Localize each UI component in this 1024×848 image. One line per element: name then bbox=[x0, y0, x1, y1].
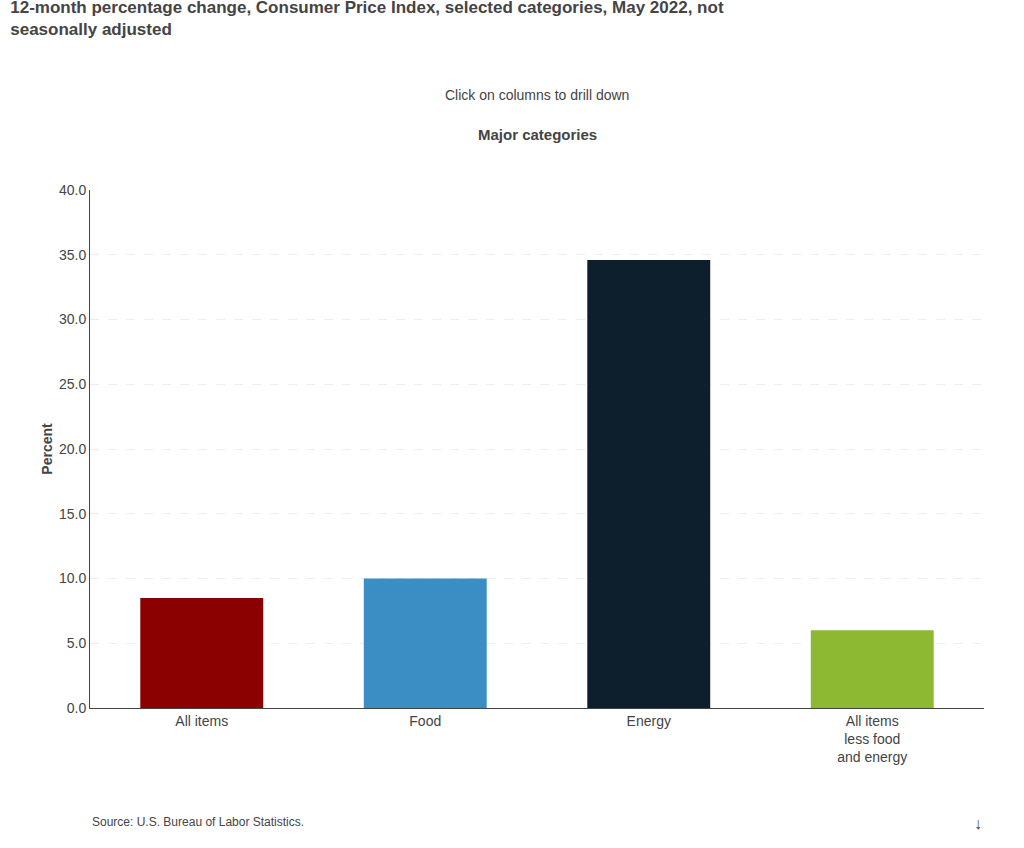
svg-text:Source: U.S. Bureau of Labor S: Source: U.S. Bureau of Labor Statistics. bbox=[92, 815, 304, 829]
svg-text:Energy: Energy bbox=[627, 713, 671, 729]
svg-text:0.0: 0.0 bbox=[67, 700, 87, 716]
svg-text:↓: ↓ bbox=[974, 815, 982, 832]
svg-text:30.0: 30.0 bbox=[59, 311, 86, 327]
svg-text:All itemsless foodand energy: All itemsless foodand energy bbox=[837, 713, 907, 765]
svg-text:Percent: Percent bbox=[39, 423, 55, 475]
svg-text:40.0: 40.0 bbox=[59, 182, 86, 198]
svg-text:Click on columns to drill down: Click on columns to drill down bbox=[445, 87, 629, 103]
svg-text:20.0: 20.0 bbox=[59, 441, 86, 457]
svg-text:35.0: 35.0 bbox=[59, 247, 86, 263]
svg-text:5.0: 5.0 bbox=[67, 635, 87, 651]
svg-text:15.0: 15.0 bbox=[59, 506, 86, 522]
svg-text:25.0: 25.0 bbox=[59, 376, 86, 392]
svg-text:Major categories: Major categories bbox=[478, 126, 597, 143]
svg-text:All items: All items bbox=[175, 713, 228, 729]
svg-text:12-month percentage change, Co: 12-month percentage change, Consumer Pri… bbox=[10, 0, 724, 39]
svg-text:10.0: 10.0 bbox=[59, 570, 86, 586]
svg-text:Food: Food bbox=[409, 713, 441, 729]
